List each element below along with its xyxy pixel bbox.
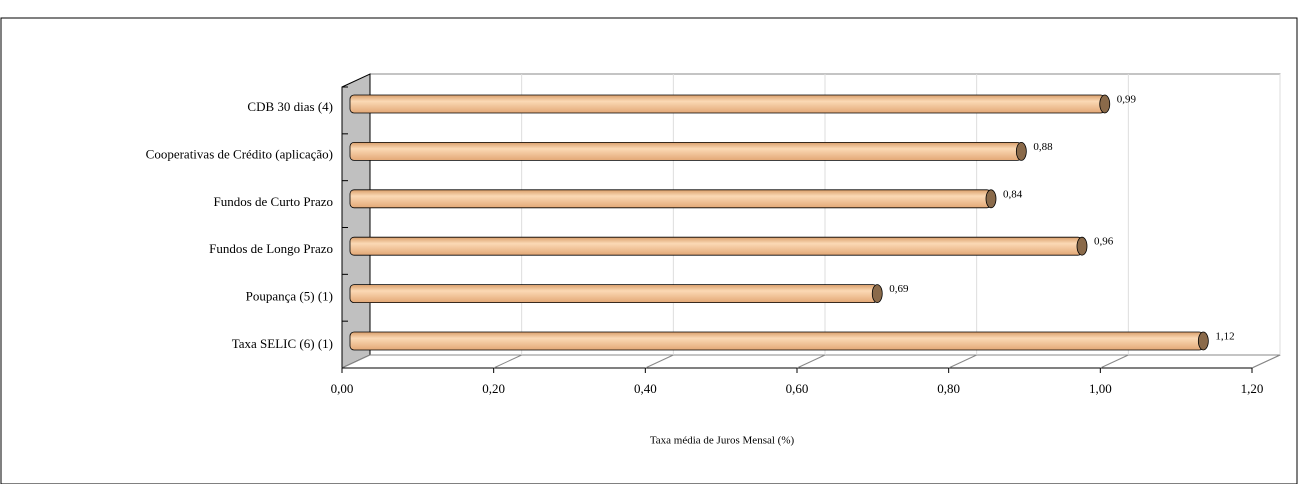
value-label: 1,12	[1215, 331, 1234, 343]
value-label: 0,96	[1094, 236, 1114, 248]
bar-cap	[871, 284, 883, 304]
x-tick-label: 0,20	[482, 381, 505, 396]
y-tick-label: Fundos de Curto Prazo	[213, 194, 333, 209]
x-tick-label: 0,40	[634, 381, 657, 396]
value-label: 0,69	[889, 283, 909, 295]
bar	[349, 284, 878, 304]
x-axis-label: Taxa média de Juros Mensal (%)	[650, 435, 795, 447]
bar-cap	[1015, 141, 1027, 161]
x-tick-label: 1,00	[1089, 381, 1112, 396]
value-label: 0,99	[1117, 94, 1137, 106]
grid-line	[1100, 354, 1129, 369]
y-tick-label: Poupança (5) (1)	[246, 289, 333, 304]
x-tick-label: 1,20	[1241, 381, 1264, 396]
y-tick-label: Cooperativas de Crédito (aplicação)	[146, 146, 333, 161]
value-label: 0,84	[1003, 188, 1023, 200]
grid-line	[1251, 354, 1281, 369]
grid-line	[948, 354, 977, 369]
x-tick-label: 0,00	[331, 381, 354, 396]
grid-line	[645, 354, 674, 369]
grid-line	[796, 354, 826, 369]
y-tick-label: CDB 30 dias (4)	[247, 99, 333, 114]
y-tick-label: Taxa SELIC (6) (1)	[232, 336, 333, 351]
y-tick-label: Fundos de Longo Prazo	[209, 241, 333, 256]
bar-cap	[1197, 331, 1209, 351]
bar	[349, 94, 1106, 114]
bar	[349, 331, 1204, 351]
bar-cap	[1076, 236, 1088, 256]
x-tick-label: 0,60	[786, 381, 809, 396]
grid-line	[493, 354, 522, 369]
side-wall	[341, 73, 371, 369]
x-tick-label: 0,80	[937, 381, 960, 396]
bar-cap	[1099, 94, 1111, 114]
value-label: 0,88	[1033, 141, 1053, 153]
bar	[349, 236, 1083, 256]
bar	[349, 141, 1022, 161]
bar-cap	[985, 189, 997, 209]
bar	[349, 189, 992, 209]
frame	[0, 17, 1298, 484]
